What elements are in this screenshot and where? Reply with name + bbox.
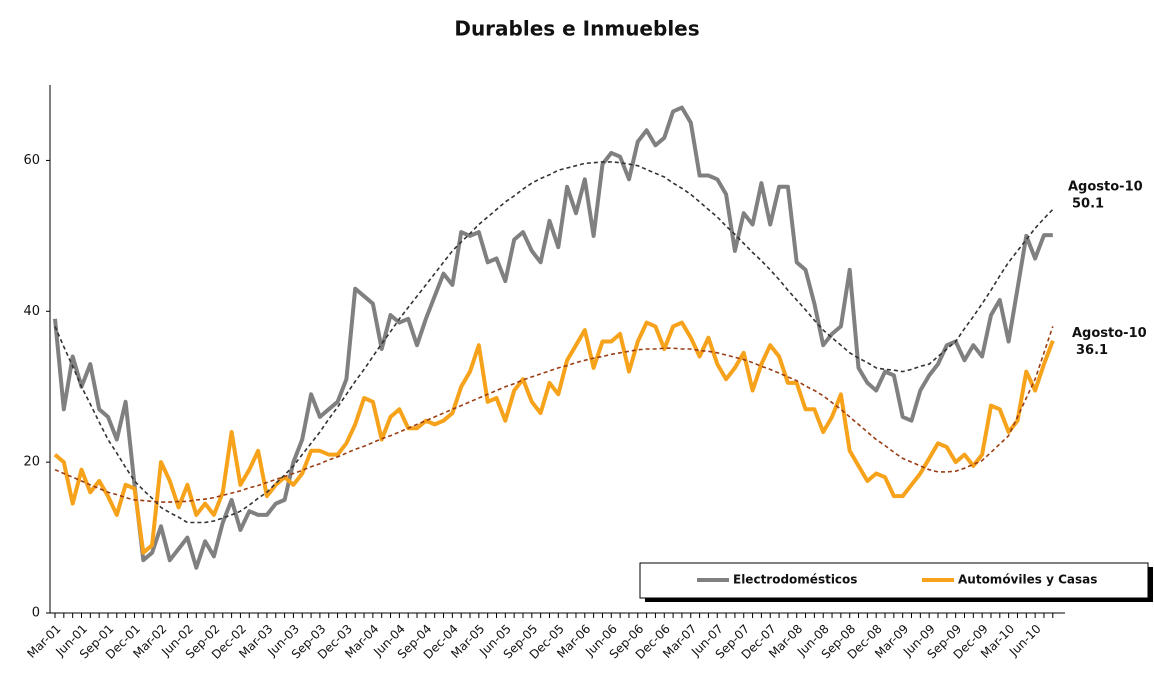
trend-line: [54, 326, 1054, 503]
y-tick-label: 20: [23, 455, 40, 470]
chart-title: Durables e Inmuebles: [454, 17, 699, 41]
legend-label: Electrodomésticos: [733, 573, 857, 587]
y-tick-label: 0: [32, 606, 40, 621]
y-tick-label: 40: [23, 304, 40, 319]
annotation-label: Agosto-10: [1072, 326, 1147, 341]
trend-line: [54, 161, 1054, 524]
y-tick-label: 60: [23, 153, 40, 168]
x-tick-label: Mar-01: [24, 622, 63, 661]
annotation-value: 36.1: [1076, 343, 1108, 358]
line-series: [53, 105, 1053, 570]
annotation-label: Agosto-10: [1068, 180, 1143, 195]
legend-label: Automóviles y Casas: [958, 573, 1097, 587]
annotation-value: 50.1: [1072, 197, 1104, 212]
line-series: [53, 320, 1055, 555]
